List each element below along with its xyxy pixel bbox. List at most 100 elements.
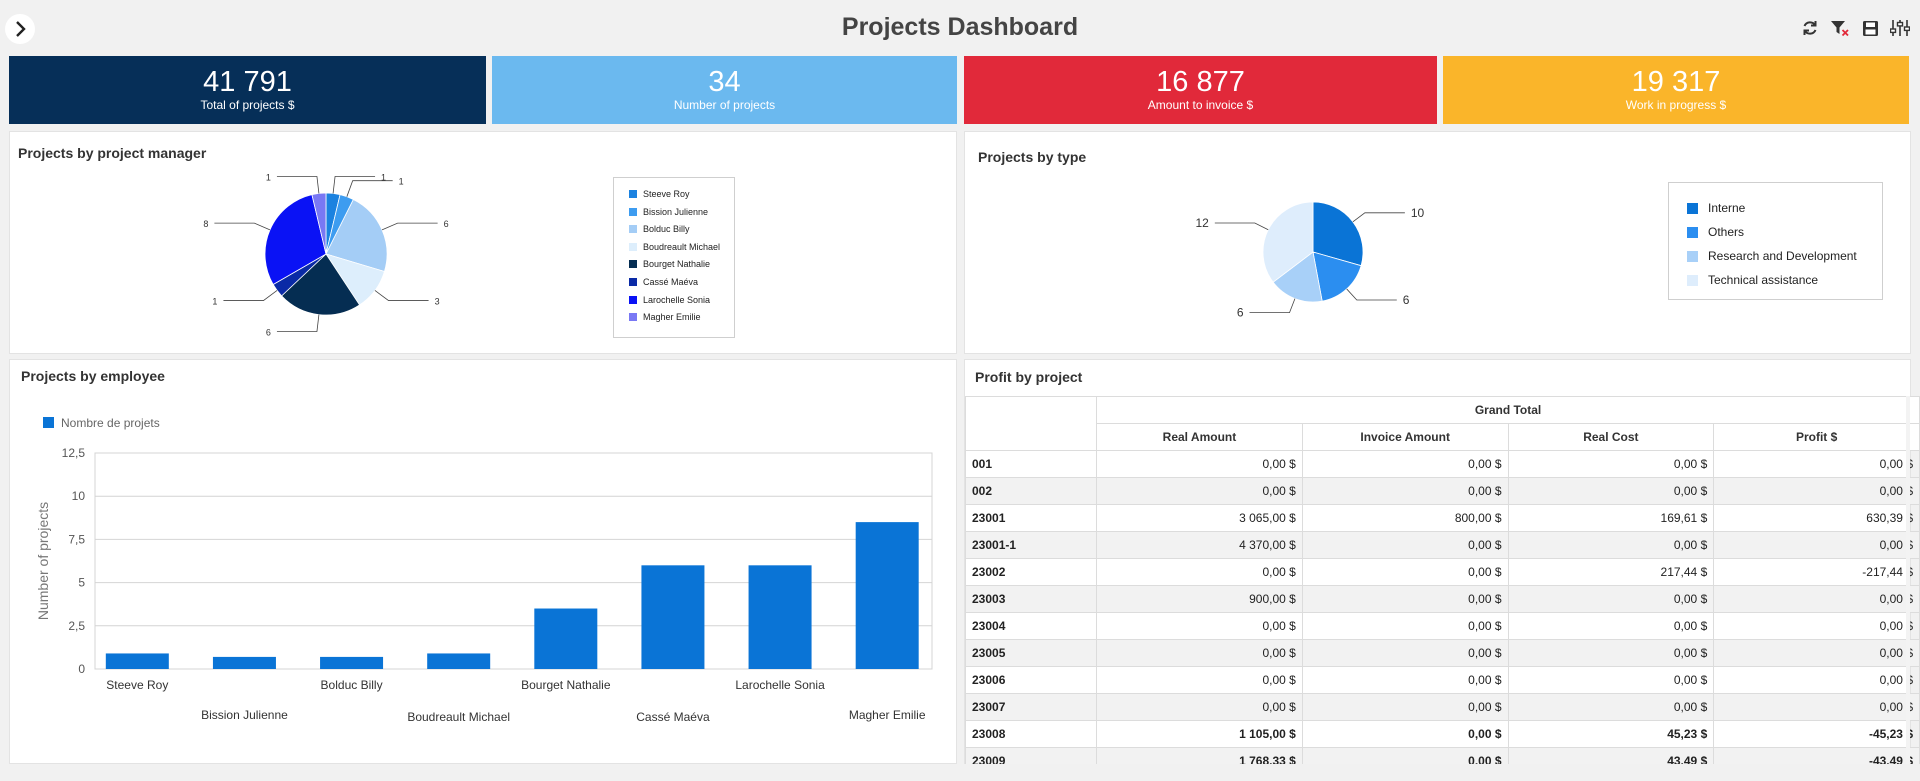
- table-cell: 45,23 $: [1507, 720, 1715, 748]
- kpi-work-in-progress[interactable]: 19 317 Work in progress $: [1443, 56, 1909, 124]
- bar[interactable]: [427, 653, 491, 669]
- table-row[interactable]: 23009 1 768,33 $0,00 $43,49 $ -43,49 $: [965, 747, 1920, 764]
- table-row[interactable]: 23001-1 4 370,00 $0,00 $0,00 $0,00 $: [965, 531, 1920, 559]
- legend-item[interactable]: Larochelle Sonia: [629, 295, 710, 305]
- pie-value-label: 1: [212, 297, 217, 307]
- table-row[interactable]: 23001 3 065,00 $800,00 $169,61 $630,39 $: [965, 504, 1920, 532]
- legend-swatch: [1687, 226, 1698, 238]
- table-cell: 0,00 $: [1301, 720, 1509, 748]
- table-row[interactable]: 23007 0,00 $0,00 $0,00 $0,00 $: [965, 693, 1920, 721]
- table-row[interactable]: 23008 1 105,00 $0,00 $45,23 $ -45,23 $: [965, 720, 1920, 748]
- bar[interactable]: [105, 653, 169, 669]
- column-header[interactable]: Profit $: [1713, 423, 1920, 451]
- settings-button[interactable]: [1890, 18, 1910, 38]
- row-label: 001: [965, 450, 1098, 478]
- table-row[interactable]: 23004 0,00 $0,00 $0,00 $0,00 $: [965, 612, 1920, 640]
- column-header[interactable]: Real Amount: [1096, 423, 1303, 451]
- clear-filter-button[interactable]: [1830, 18, 1850, 38]
- row-label: 23008: [965, 720, 1098, 748]
- table-cell: 0,00 $: [1713, 531, 1920, 559]
- column-header[interactable]: Invoice Amount: [1301, 423, 1509, 451]
- table-row[interactable]: 002 0,00 $0,00 $0,00 $0,00 $: [965, 477, 1920, 505]
- panel-title: Projects by type: [978, 149, 1087, 165]
- x-tick-label: Bourget Nathalie: [521, 678, 611, 692]
- bar-chart-by-employee: Nombre de projets 0 2,5 5 7,5 10 12,5 Number of…: [35, 416, 933, 724]
- legend-item[interactable]: Bourget Nathalie: [629, 259, 710, 269]
- pie-leader-line: [1352, 212, 1405, 223]
- legend-label: Research and Development: [1708, 249, 1857, 263]
- kpi-value: 19 317: [1631, 66, 1721, 98]
- kpi-number-of-projects[interactable]: 34 Number of projects: [492, 56, 957, 124]
- table-cell: -45,23 $: [1713, 720, 1920, 748]
- legend-label: Technical assistance: [1708, 273, 1819, 287]
- pie-slice[interactable]: [1312, 251, 1362, 302]
- table-cell: 0,00 $: [1301, 477, 1509, 505]
- table-cell: 217,44 $: [1507, 558, 1715, 586]
- expand-sidebar-button[interactable]: [5, 14, 35, 44]
- y-tick-label: 7,5: [68, 532, 85, 546]
- legend-item[interactable]: Cassé Maéva: [629, 277, 698, 287]
- table-row[interactable]: 001 0,00 $0,00 $0,00 $0,00 $: [965, 450, 1920, 478]
- bar[interactable]: [641, 565, 705, 669]
- table-cell: 1 105,00 $: [1096, 720, 1303, 748]
- legend-item[interactable]: Research and Development: [1687, 249, 1857, 263]
- legend-label: Boudreault Michael: [643, 241, 721, 252]
- pie-slice[interactable]: [1312, 201, 1364, 267]
- legend-label: Bission Julienne: [643, 206, 709, 217]
- panel-title: Profit by project: [975, 369, 1083, 385]
- legend-item[interactable]: Boudreault Michael: [629, 242, 720, 252]
- pie-value-label: 6: [444, 219, 449, 229]
- table-cell: 0,00 $: [1507, 612, 1715, 640]
- legend-label: Larochelle Sonia: [643, 294, 711, 305]
- pie-slice[interactable]: [1262, 201, 1314, 283]
- legend-item[interactable]: Interne: [1687, 201, 1745, 215]
- legend-item[interactable]: Others: [1687, 225, 1744, 239]
- legend-item[interactable]: Technical assistance: [1687, 273, 1818, 287]
- legend-item[interactable]: Steeve Roy: [629, 189, 690, 199]
- table-cell: 0,00 $: [1507, 477, 1715, 505]
- legend-item[interactable]: Magher Emilie: [629, 312, 701, 322]
- kpi-total-projects-amount[interactable]: 41 791 Total of projects $: [9, 56, 486, 124]
- pie-value-label: 12: [1195, 216, 1209, 230]
- bar[interactable]: [748, 565, 812, 669]
- profit-table: Grand Total Real Amount Invoice Amount Rea…: [965, 396, 1920, 764]
- table-scrollbar[interactable]: [1906, 396, 1910, 764]
- table-row[interactable]: 23002 0,00 $0,00 $217,44 $ -217,44 $: [965, 558, 1920, 586]
- refresh-button[interactable]: [1800, 18, 1820, 38]
- legend-item[interactable]: Bission Julienne: [629, 207, 708, 217]
- pie-leader-line: [276, 314, 320, 332]
- pie-value-label: 6: [1403, 293, 1410, 307]
- panel-title: Projects by project manager: [18, 145, 207, 161]
- column-header[interactable]: Real Cost: [1507, 423, 1715, 451]
- legend-item[interactable]: Bolduc Billy: [629, 224, 690, 234]
- table-cell: 0,00 $: [1096, 612, 1303, 640]
- bar[interactable]: [534, 608, 598, 669]
- table-row[interactable]: 23005 0,00 $0,00 $0,00 $0,00 $: [965, 639, 1920, 667]
- pie-value-label: 6: [1237, 306, 1244, 320]
- pie-slice[interactable]: [325, 198, 388, 272]
- pie-value-label: 10: [1411, 206, 1425, 220]
- legend-swatch: [629, 260, 637, 269]
- profit-table-viewport[interactable]: Grand Total Real Amount Invoice Amount Rea…: [965, 396, 1920, 764]
- legend-swatch: [629, 207, 637, 216]
- table-cell: 0,00 $: [1507, 585, 1715, 613]
- bar[interactable]: [855, 522, 919, 669]
- pie-leader-line: [214, 222, 271, 231]
- table-row[interactable]: 23003 900,00 $0,00 $0,00 $0,00 $: [965, 585, 1920, 613]
- table-cell: 0,00 $: [1713, 477, 1920, 505]
- pie-leader-line: [223, 290, 278, 301]
- table-cell: -217,44 $: [1713, 558, 1920, 586]
- table-row[interactable]: 23006 0,00 $0,00 $0,00 $0,00 $: [965, 666, 1920, 694]
- save-button[interactable]: [1860, 18, 1880, 38]
- kpi-label: Work in progress $: [1625, 98, 1727, 112]
- bar[interactable]: [212, 656, 276, 669]
- bar[interactable]: [320, 656, 384, 669]
- table-cell: 800,00 $: [1301, 504, 1509, 532]
- grand-total-header: Grand Total: [1096, 396, 1920, 424]
- x-tick-label: Larochelle Sonia: [735, 678, 825, 692]
- kpi-amount-to-invoice[interactable]: 16 877 Amount to invoice $: [964, 56, 1437, 124]
- legend-swatch: [1687, 274, 1698, 286]
- table-cell: 0,00 $: [1301, 747, 1509, 764]
- table-cell: 0,00 $: [1301, 693, 1509, 721]
- table-cell: 0,00 $: [1301, 558, 1509, 586]
